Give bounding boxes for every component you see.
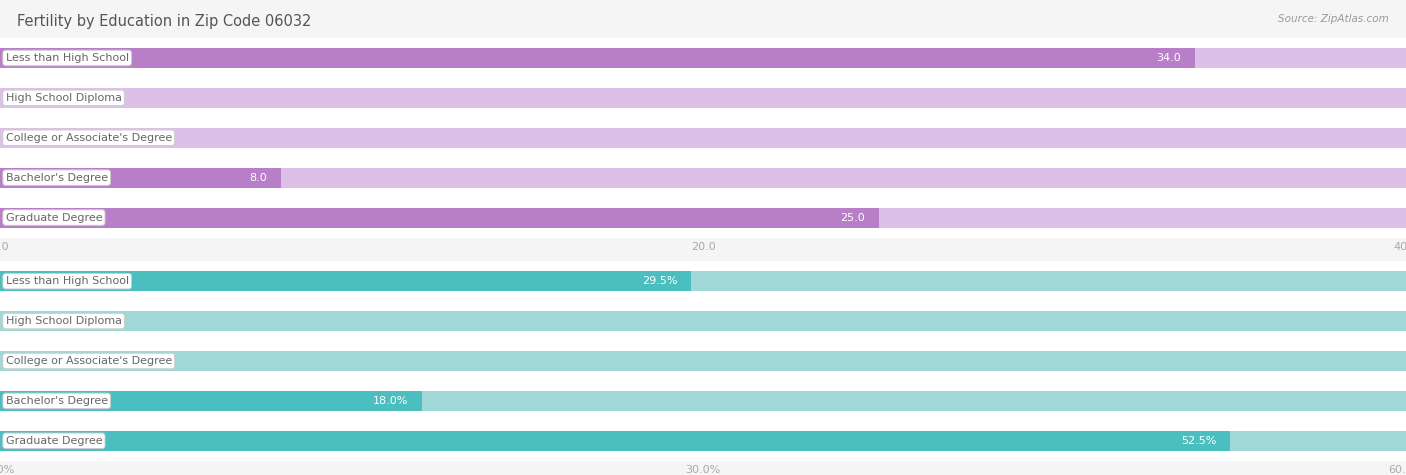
Bar [0,88,1406,108]
Text: High School Diploma: High School Diploma [6,316,122,326]
Text: High School Diploma: High School Diploma [6,93,122,103]
Text: Graduate Degree: Graduate Degree [6,436,103,446]
Bar [0,48,1406,68]
Text: 25.0: 25.0 [839,212,865,223]
Text: 0.0: 0.0 [17,133,35,143]
Bar [0,261,1406,301]
Bar [0,431,1230,451]
Bar [0,158,1406,198]
Bar [0,38,1406,78]
Text: College or Associate's Degree: College or Associate's Degree [6,133,172,143]
Bar [0,341,1406,381]
Bar [0,271,692,291]
Text: 8.0: 8.0 [249,172,267,183]
Bar [0,198,1406,238]
Text: 0.0%: 0.0% [17,316,45,326]
Text: 29.5%: 29.5% [641,276,678,286]
Bar [0,421,1406,461]
Bar [0,271,1406,291]
Bar [0,208,879,228]
Text: 0.0%: 0.0% [17,356,45,366]
Text: 34.0: 34.0 [1156,53,1181,63]
Bar [0,391,422,411]
Bar [0,381,1406,421]
Bar [0,168,281,188]
Bar [0,128,1406,148]
Text: Less than High School: Less than High School [6,276,129,286]
Bar [0,118,1406,158]
Text: 52.5%: 52.5% [1181,436,1216,446]
Bar [0,311,1406,331]
Bar [0,208,1406,228]
Text: College or Associate's Degree: College or Associate's Degree [6,356,172,366]
Text: Graduate Degree: Graduate Degree [6,212,103,223]
Bar [0,78,1406,118]
Bar [0,168,1406,188]
Text: 0.0: 0.0 [17,93,35,103]
Text: Bachelor's Degree: Bachelor's Degree [6,396,108,406]
Text: Less than High School: Less than High School [6,53,129,63]
Text: 18.0%: 18.0% [373,396,408,406]
Text: Source: ZipAtlas.com: Source: ZipAtlas.com [1278,14,1389,24]
Bar [0,48,1195,68]
Bar [0,301,1406,341]
Text: Bachelor's Degree: Bachelor's Degree [6,172,108,183]
Bar [0,351,1406,371]
Bar [0,431,1406,451]
Text: Fertility by Education in Zip Code 06032: Fertility by Education in Zip Code 06032 [17,14,311,29]
Bar [0,391,1406,411]
